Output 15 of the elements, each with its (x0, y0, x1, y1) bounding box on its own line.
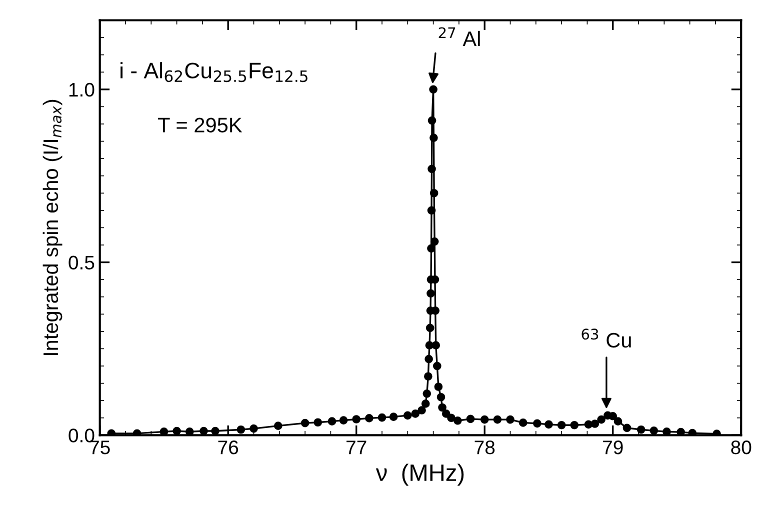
annotation: T = 295K (158, 118, 242, 132)
x-tick-label: 76 (218, 440, 238, 454)
y-axis-title: Integrated spin echo (I/I$_{max}$) (42, 100, 62, 356)
x-tick-label: 75 (90, 440, 110, 454)
x-tick-label: 77 (346, 440, 366, 454)
y-tick-label: 0.5 (68, 256, 94, 270)
y-tick-label: 1.0 (69, 82, 94, 97)
x-tick-label: 78 (474, 440, 495, 454)
y-tick-label: 0.0 (68, 428, 94, 442)
x-axis-title: ν (MHz) (376, 464, 464, 486)
annotation: $^{27}$ Al (438, 27, 480, 46)
x-tick-label: 79 (603, 440, 623, 454)
annotation: i - Al$_{62}$Cu$_{25.5}$Fe$_{12.5}$ (120, 62, 308, 82)
x-tick-label: 80 (731, 440, 752, 454)
annotation: $^{63}$ Cu (582, 328, 631, 348)
